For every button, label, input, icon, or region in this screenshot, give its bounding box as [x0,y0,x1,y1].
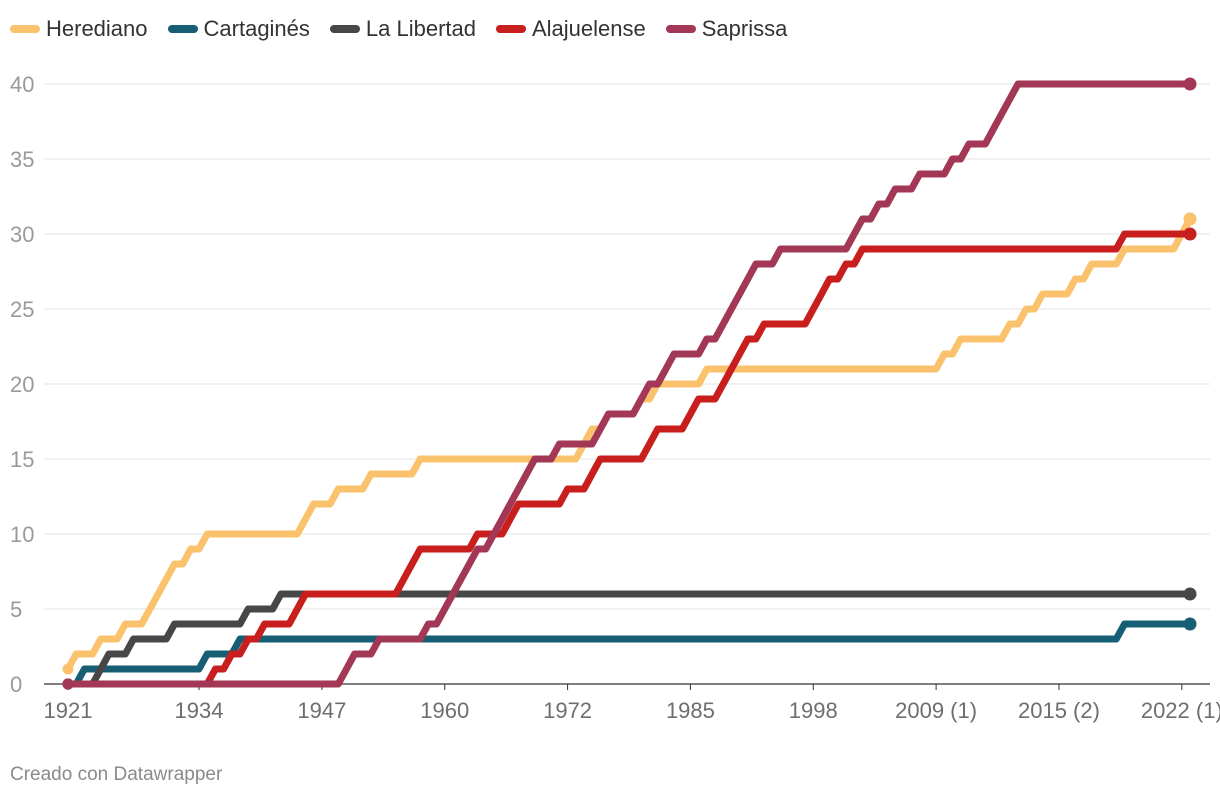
y-tick-label: 40 [10,72,34,97]
series-line-cartagines [64,620,1194,688]
series-end-point-la-libertad [1183,587,1197,601]
legend-swatch [167,25,198,33]
x-tick-label: 1960 [420,698,469,723]
series-line-alajuelense [64,230,1194,688]
y-tick-label: 10 [10,522,34,547]
series-start-point-herediano [62,663,74,675]
legend-label: Cartaginés [203,16,310,41]
y-tick-label: 35 [10,147,34,172]
legend-swatch [496,25,526,33]
series-line-la-libertad [64,590,1194,688]
series-end-point-herediano [1183,212,1197,226]
series-start-point-saprissa [62,678,74,690]
x-tick-label: 1998 [789,698,838,723]
chart-legend: Herediano Cartaginés La Libertad Alajuelens… [10,14,787,44]
legend-swatch [329,25,360,33]
series-end-point-cartagines [1183,617,1197,631]
legend-label: Saprissa [701,16,788,41]
line-chart: 0 5 10 15 20 25 30 35 40 1921 1934 1947 1960 1972 1985… [10,72,1220,723]
legend-item: La Libertad [329,16,476,42]
x-tick-label: 2022 (1) [1141,698,1220,723]
x-tick-label: 2015 (2) [1018,698,1100,723]
series-line-saprissa [64,80,1194,688]
legend-item: Saprissa [665,16,788,42]
x-tick-label: 2009 (1) [895,698,977,723]
series-end-point-saprissa [1183,77,1197,91]
series-line-herediano [64,215,1194,673]
footer-credit: Creado con Datawrapper [10,764,223,785]
x-tick-label: 1921 [44,698,93,723]
y-tick-label: 5 [10,597,22,622]
y-tick-label: 0 [10,672,22,697]
legend-swatch [10,25,40,33]
legend-label: Herediano [46,16,148,41]
x-tick-label: 1972 [543,698,592,723]
legend-item: Cartaginés [167,16,310,42]
y-tick-label: 20 [10,372,34,397]
legend-item: Alajuelense [496,16,646,42]
x-tick-label: 1934 [175,698,224,723]
legend-label: Alajuelense [532,16,646,41]
y-tick-label: 15 [10,447,34,472]
x-tick-label: 1947 [297,698,346,723]
x-tick-label: 1985 [666,698,715,723]
legend-item: Herediano [10,16,148,42]
legend-label: La Libertad [365,16,476,41]
y-tick-label: 25 [10,297,34,322]
legend-swatch [665,25,696,33]
y-tick-label: 30 [10,222,34,247]
series-end-point-alajuelense [1183,227,1197,241]
